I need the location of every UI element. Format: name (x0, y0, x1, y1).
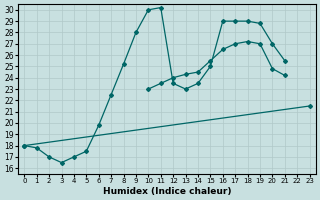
X-axis label: Humidex (Indice chaleur): Humidex (Indice chaleur) (103, 187, 231, 196)
